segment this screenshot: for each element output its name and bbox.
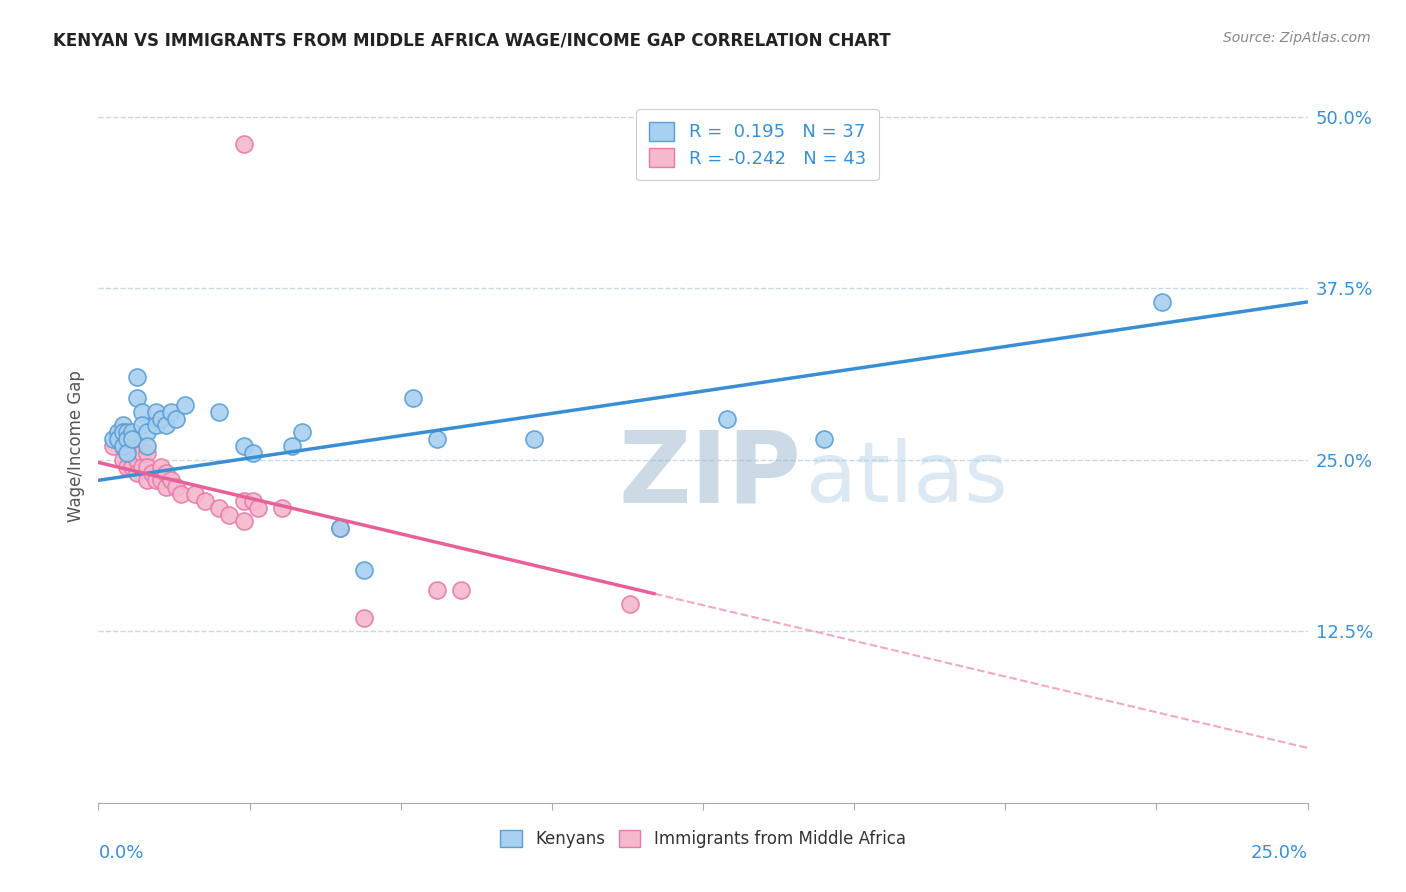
Point: [155, 480, 177, 494]
Point: [184, 487, 207, 501]
Point: [111, 425, 134, 440]
Point: [150, 459, 173, 474]
Point: [271, 500, 294, 515]
Point: [107, 425, 129, 440]
Point: [121, 459, 143, 474]
Point: [218, 508, 240, 522]
Point: [523, 432, 546, 446]
Point: [111, 425, 134, 440]
Point: [242, 446, 264, 460]
Point: [127, 452, 149, 467]
Point: [107, 432, 129, 446]
Legend: Kenyans, Immigrants from Middle Africa: Kenyans, Immigrants from Middle Africa: [494, 823, 912, 855]
Text: 25.0%: 25.0%: [1250, 845, 1308, 863]
Point: [247, 500, 270, 515]
Point: [117, 446, 139, 460]
Text: atlas: atlas: [806, 438, 1008, 518]
Point: [101, 439, 124, 453]
Point: [117, 432, 139, 446]
Point: [127, 439, 149, 453]
Point: [450, 583, 472, 598]
Point: [121, 425, 143, 440]
Text: Source: ZipAtlas.com: Source: ZipAtlas.com: [1223, 31, 1371, 45]
Point: [135, 459, 157, 474]
Point: [353, 562, 375, 576]
Point: [121, 446, 143, 460]
Point: [329, 521, 352, 535]
Point: [111, 452, 134, 467]
Point: [155, 467, 177, 481]
Point: [127, 391, 149, 405]
Point: [619, 597, 641, 611]
Point: [111, 439, 134, 453]
Point: [160, 405, 183, 419]
Point: [145, 418, 167, 433]
Point: [131, 418, 153, 433]
Y-axis label: Wage/Income Gap: Wage/Income Gap: [66, 370, 84, 522]
Point: [281, 439, 304, 453]
Point: [145, 405, 167, 419]
Point: [111, 418, 134, 433]
Point: [150, 473, 173, 487]
Point: [107, 432, 129, 446]
Point: [135, 439, 157, 453]
Text: ZIP: ZIP: [619, 426, 801, 523]
Point: [111, 439, 134, 453]
Point: [117, 459, 139, 474]
Point: [121, 432, 143, 446]
Point: [813, 432, 835, 446]
Point: [716, 411, 738, 425]
Point: [232, 137, 254, 152]
Point: [131, 459, 153, 474]
Point: [155, 418, 177, 433]
Point: [232, 439, 254, 453]
Point: [290, 425, 312, 440]
Text: 0.0%: 0.0%: [98, 845, 143, 863]
Point: [169, 487, 191, 501]
Point: [353, 610, 375, 624]
Point: [165, 411, 187, 425]
Point: [117, 432, 139, 446]
Point: [150, 411, 173, 425]
Point: [242, 494, 264, 508]
Point: [145, 473, 167, 487]
Point: [208, 500, 231, 515]
Point: [426, 432, 449, 446]
Point: [101, 432, 124, 446]
Point: [232, 494, 254, 508]
Point: [131, 446, 153, 460]
Point: [127, 370, 149, 384]
Point: [131, 405, 153, 419]
Point: [194, 494, 217, 508]
Point: [208, 405, 231, 419]
Point: [174, 398, 197, 412]
Point: [165, 480, 187, 494]
Point: [141, 467, 163, 481]
Point: [426, 583, 449, 598]
Point: [121, 432, 143, 446]
Point: [135, 425, 157, 440]
Point: [135, 446, 157, 460]
Text: KENYAN VS IMMIGRANTS FROM MIDDLE AFRICA WAGE/INCOME GAP CORRELATION CHART: KENYAN VS IMMIGRANTS FROM MIDDLE AFRICA …: [53, 31, 891, 49]
Point: [117, 446, 139, 460]
Point: [160, 473, 183, 487]
Point: [135, 473, 157, 487]
Point: [127, 467, 149, 481]
Point: [117, 425, 139, 440]
Point: [232, 515, 254, 529]
Point: [329, 521, 352, 535]
Point: [402, 391, 425, 405]
Point: [1152, 294, 1174, 309]
